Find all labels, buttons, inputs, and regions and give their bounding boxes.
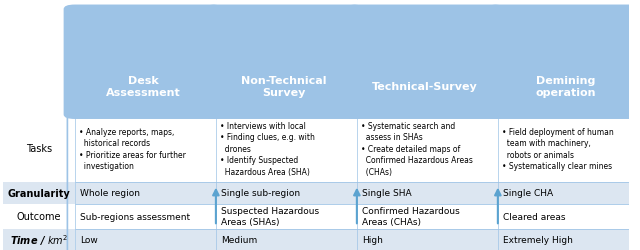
Text: • Interviews with local
• Finding clues, e.g. with
  drones
• Identify Suspected: • Interviews with local • Finding clues,… [220,122,314,176]
Text: Outcome: Outcome [17,211,61,221]
FancyBboxPatch shape [486,6,640,119]
Bar [75,229,634,250]
Text: Granularity: Granularity [8,188,70,198]
Bar [3,182,75,204]
Bar [75,115,634,182]
Text: Desk
Assessment: Desk Assessment [106,76,180,98]
Text: Single SHA: Single SHA [362,189,412,198]
FancyBboxPatch shape [63,6,223,119]
Text: Sub-regions assessment: Sub-regions assessment [80,212,190,221]
Text: Medium: Medium [221,235,257,244]
Text: • Systematic search and
  assess in SHAs
• Create detailed maps of
  Confirmed H: • Systematic search and assess in SHAs •… [360,122,472,176]
Text: Low: Low [80,235,98,244]
Text: Single sub-region: Single sub-region [221,189,300,198]
Text: Cleared areas: Cleared areas [503,212,565,221]
Text: Technical-Survey: Technical-Survey [372,82,478,92]
Text: Non-Technical
Survey: Non-Technical Survey [241,76,327,98]
Text: Tasks: Tasks [26,144,52,154]
FancyBboxPatch shape [205,6,364,119]
Bar [3,115,75,182]
Text: Single CHA: Single CHA [503,189,553,198]
Text: Whole region: Whole region [80,189,140,198]
Text: High: High [362,235,383,244]
Text: • Field deployment of human
  team with machinery,
  robots or animals
• Systema: • Field deployment of human team with ma… [502,127,613,170]
Text: • Analyze reports, maps,
  historical records
• Prioritize areas for further
  i: • Analyze reports, maps, historical reco… [79,127,186,170]
Text: Extremely High: Extremely High [503,235,573,244]
Text: Confirmed Hazardous
Areas (CHAs): Confirmed Hazardous Areas (CHAs) [362,206,460,226]
FancyBboxPatch shape [346,6,505,119]
Text: Demining
operation: Demining operation [536,76,596,98]
Bar [3,204,75,229]
Bar [3,229,75,250]
Text: Suspected Hazardous
Areas (SHAs): Suspected Hazardous Areas (SHAs) [221,206,319,226]
Text: Time / $km^2$: Time / $km^2$ [10,232,68,247]
Bar [75,204,634,229]
Bar [75,182,634,204]
